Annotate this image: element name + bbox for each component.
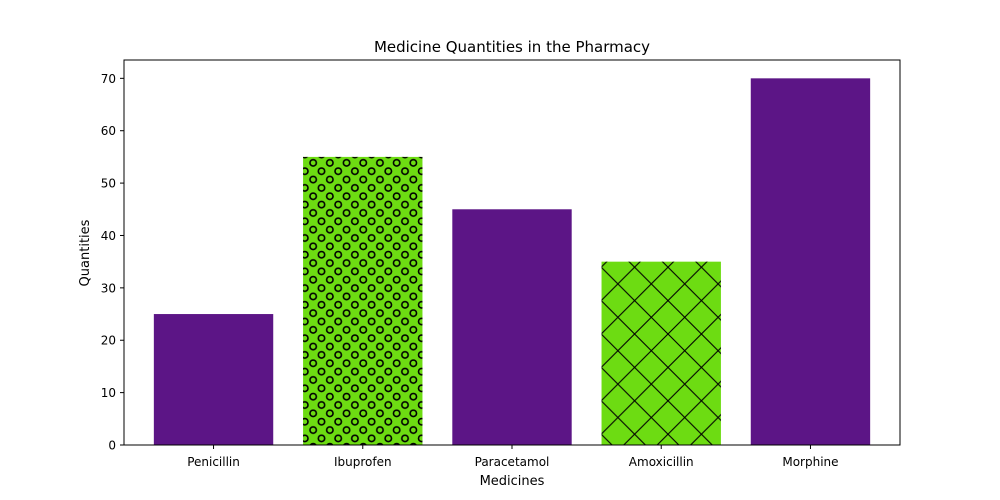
bar-ibuprofen [303, 156, 423, 445]
bar-amoxicillin [601, 261, 721, 445]
plot-frame [123, 59, 901, 446]
x-tick-label: Penicillin [187, 455, 240, 469]
bar-fill [750, 78, 871, 445]
x-tick-label: Amoxicillin [629, 455, 694, 469]
bar-hatch [303, 156, 423, 445]
y-tick-label: 0 [108, 439, 116, 453]
x-axis-label: Medicines [480, 474, 545, 489]
bar-fill [452, 209, 572, 445]
chart-title: Medicine Quantities in the Pharmacy [374, 38, 650, 56]
y-tick-label: 70 [101, 72, 116, 86]
x-axis-ticks: Penicillin Ibuprofen Paracetamol Amoxicilli… [187, 445, 839, 469]
y-axis-label: Quantities [78, 219, 93, 286]
y-tick-label: 50 [101, 177, 116, 191]
bar-fill [153, 314, 274, 445]
y-axis-ticks: 0 10 20 30 40 50 60 70 [101, 72, 124, 453]
bar-hatch [601, 261, 721, 445]
bar-paracetamol [452, 209, 572, 445]
x-tick-label: Morphine [782, 455, 838, 469]
y-tick-label: 40 [101, 229, 116, 243]
x-tick-label: Paracetamol [475, 455, 550, 469]
y-tick-label: 10 [101, 386, 116, 400]
y-tick-label: 60 [101, 124, 116, 138]
bar-penicillin [153, 314, 274, 445]
bar-morphine [750, 78, 871, 445]
y-tick-label: 20 [101, 334, 116, 348]
y-tick-label: 30 [101, 281, 116, 295]
bars-group [153, 78, 871, 445]
x-tick-label: Ibuprofen [334, 455, 392, 469]
